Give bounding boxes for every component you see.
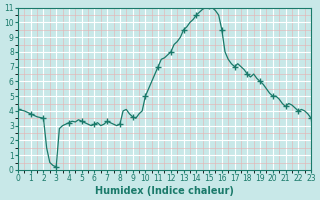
X-axis label: Humidex (Indice chaleur): Humidex (Indice chaleur) [95,186,234,196]
